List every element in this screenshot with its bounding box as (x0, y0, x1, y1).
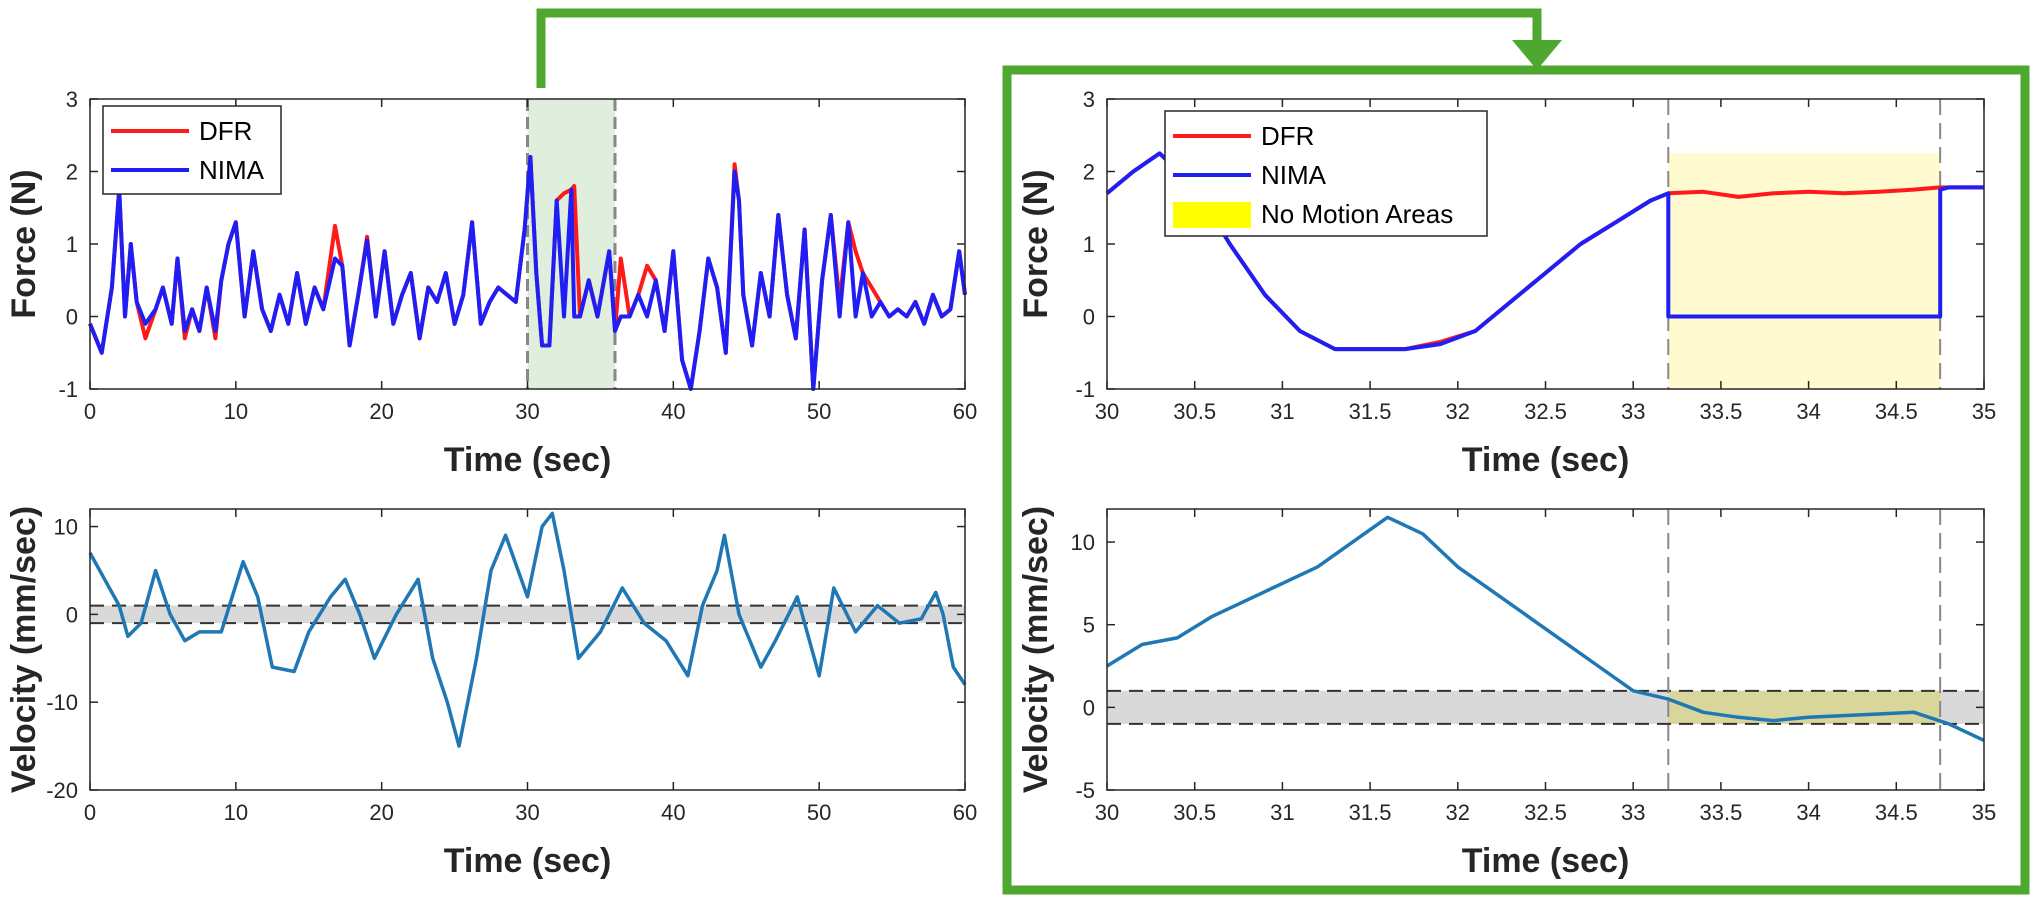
legend-item-no-motion-areas: No Motion Areas (1173, 199, 1453, 229)
legend-label: DFR (1261, 121, 1314, 151)
x-tick-label: 30.5 (1173, 800, 1216, 825)
plot-area (90, 509, 965, 790)
y-tick-label: -1 (1075, 377, 1095, 402)
y-tick-label: -5 (1075, 778, 1095, 803)
y-tick-label: 2 (66, 160, 78, 185)
y-axis-label: Velocity (mm/sec) (5, 506, 43, 793)
y-tick-label: -10 (46, 690, 78, 715)
y-tick-label: 2 (1083, 160, 1095, 185)
x-tick-label: 32.5 (1524, 800, 1567, 825)
x-tick-label: 10 (224, 800, 248, 825)
legend-label: No Motion Areas (1261, 199, 1453, 229)
x-tick-label: 50 (807, 800, 831, 825)
legend-item-dfr: DFR (1173, 121, 1314, 151)
y-axis-label: Velocity (mm/sec) (1017, 506, 1055, 793)
x-tick-label: 32 (1446, 800, 1470, 825)
threshold-band (90, 605, 965, 624)
legend-item-nima: NIMA (1173, 160, 1327, 190)
legend-label: NIMA (1261, 160, 1327, 190)
x-tick-label: 0 (84, 399, 96, 424)
series-line-velocity (88, 511, 967, 748)
x-tick-label: 30 (1095, 800, 1119, 825)
y-tick-label: -20 (46, 778, 78, 803)
y-tick-label: 5 (1083, 613, 1095, 638)
x-axis-label: Time (sec) (1462, 441, 1630, 479)
legend: DFR NIMA No Motion Areas (1164, 110, 1488, 237)
x-tick-label: 34.5 (1875, 800, 1918, 825)
force-zoom-plot: 30 30.5 31 31.5 32 32.5 33 33.5 34 34.5 35 -1 0 1 2 3 Ti… (1017, 87, 1996, 479)
x-tick-label: 40 (661, 800, 685, 825)
x-tick-label: 33.5 (1699, 800, 1742, 825)
x-tick-label: 30.5 (1173, 399, 1216, 424)
y-tick-label: -1 (58, 377, 78, 402)
x-tick-label: 33 (1621, 800, 1645, 825)
zoom-frame (1002, 65, 2030, 895)
x-tick-label: 60 (953, 399, 977, 424)
x-axis-label: Time (sec) (444, 441, 612, 479)
x-tick-label: 30 (515, 800, 539, 825)
x-tick-label: 32.5 (1524, 399, 1567, 424)
connector-line (536, 8, 1542, 88)
velocity-full-plot: 0 10 20 30 40 50 60 -20 -10 0 10 Time (sec) Velocity… (5, 506, 977, 880)
legend-swatch (1173, 202, 1251, 228)
zoom-connector-arrow (536, 8, 1562, 88)
x-tick-label: 35 (1972, 399, 1996, 424)
x-tick-label: 30 (515, 399, 539, 424)
y-axis-label: Force (N) (1017, 169, 1055, 318)
y-tick-label: 1 (1083, 232, 1095, 257)
x-tick-label: 31 (1270, 800, 1294, 825)
legend-item-nima: NIMA (111, 155, 265, 185)
y-tick-label: 0 (66, 305, 78, 330)
x-tick-label: 60 (953, 800, 977, 825)
plot-area (1107, 509, 1984, 790)
x-axis-label: Time (sec) (1462, 842, 1630, 880)
y-tick-label: 3 (66, 87, 78, 112)
series-line-velocity (1106, 515, 1985, 742)
legend: DFR NIMA (102, 105, 282, 195)
connector-arrowhead (1512, 40, 1562, 70)
x-tick-label: 33 (1621, 399, 1645, 424)
velocity-zoom-plot: 30 30.5 31 31.5 32 32.5 33 33.5 34 34.5 35 -5 0 5 10 Ti… (1017, 506, 1996, 880)
y-tick-label: 0 (1083, 695, 1095, 720)
x-tick-label: 34.5 (1875, 399, 1918, 424)
y-tick-label: 10 (1071, 530, 1095, 555)
x-tick-label: 32 (1446, 399, 1470, 424)
legend-label: DFR (199, 116, 252, 146)
x-tick-label: 34 (1796, 399, 1820, 424)
x-tick-label: 40 (661, 399, 685, 424)
legend-item-dfr: DFR (111, 116, 252, 146)
legend-label: NIMA (199, 155, 265, 185)
y-tick-label: 1 (66, 232, 78, 257)
y-tick-label: 3 (1083, 87, 1095, 112)
x-tick-label: 20 (369, 399, 393, 424)
x-tick-label: 31.5 (1349, 399, 1392, 424)
y-tick-label: 0 (1083, 305, 1095, 330)
x-tick-label: 10 (224, 399, 248, 424)
series-line-nima (88, 155, 967, 391)
x-tick-label: 35 (1972, 800, 1996, 825)
y-tick-label: 0 (66, 602, 78, 627)
x-tick-label: 50 (807, 399, 831, 424)
x-tick-label: 31 (1270, 399, 1294, 424)
x-tick-label: 34 (1796, 800, 1820, 825)
y-tick-label: 10 (54, 515, 78, 540)
legend-box (102, 105, 282, 195)
x-tick-label: 20 (369, 800, 393, 825)
x-axis-label: Time (sec) (444, 842, 612, 880)
x-tick-label: 0 (84, 800, 96, 825)
x-tick-label: 31.5 (1349, 800, 1392, 825)
y-axis-label: Force (N) (5, 169, 43, 318)
x-tick-label: 33.5 (1699, 399, 1742, 424)
x-tick-label: 30 (1095, 399, 1119, 424)
